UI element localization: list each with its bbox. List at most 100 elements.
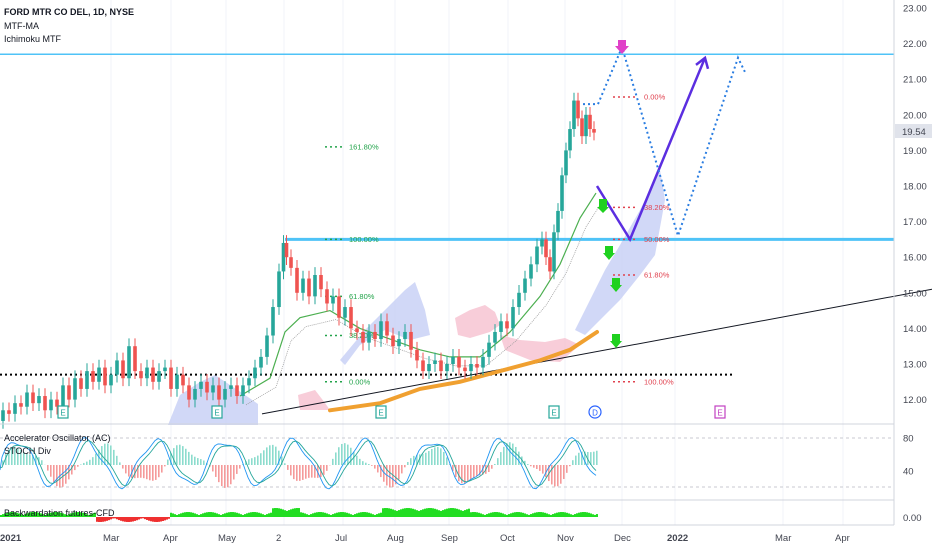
candle-body — [121, 360, 125, 379]
indicator-legend-ichimoku[interactable]: Ichimoku MTF — [4, 34, 62, 44]
cfd-bar — [104, 517, 106, 522]
ac-histogram-bar — [383, 465, 385, 482]
ac-histogram-bar — [263, 450, 265, 465]
candle-body — [481, 356, 485, 368]
ac-histogram-bar — [473, 465, 475, 478]
cfd-bar — [124, 517, 126, 522]
cfd-bar — [588, 512, 590, 517]
price-projection[interactable] — [583, 44, 746, 243]
oscillator-legend[interactable]: Accelerator Oscillator (AC) — [4, 433, 111, 443]
cfd-bar — [462, 510, 464, 517]
candle-body — [415, 349, 419, 361]
cfd-bar — [166, 517, 168, 520]
ac-histogram-bar — [110, 445, 112, 465]
price-tick-label: 15.00 — [903, 288, 927, 299]
cfd-bar — [562, 512, 564, 517]
cfd-bar — [224, 513, 226, 517]
cfd-bar — [310, 514, 312, 517]
cfd-bar — [162, 517, 164, 522]
cfd-bar — [264, 514, 266, 517]
cfd-bar — [548, 514, 550, 517]
cfd-bar — [256, 512, 258, 517]
candle-body — [199, 381, 203, 389]
ac-histogram-bar — [422, 453, 424, 465]
ac-histogram-bar — [323, 465, 325, 475]
cfd-bar — [580, 512, 582, 517]
cfd-legend[interactable]: Backwardation futures-CFD — [4, 508, 115, 518]
candle-body — [163, 367, 167, 372]
cfd-bar — [418, 510, 420, 517]
cfd-bar — [220, 514, 222, 517]
candle-body — [205, 381, 209, 393]
ac-histogram-bar — [404, 465, 406, 468]
cfd-bar — [416, 510, 418, 517]
cfd-bar — [596, 514, 598, 517]
cfd-bar — [424, 508, 426, 517]
candle-body — [433, 360, 437, 364]
ac-histogram-bar — [440, 448, 442, 465]
cfd-bar — [266, 514, 268, 517]
cfd-bar — [538, 512, 540, 517]
cfd-pane — [0, 508, 598, 522]
cfd-bar — [300, 512, 302, 517]
cfd-bar — [186, 512, 188, 517]
cfd-bar — [82, 512, 84, 517]
cfd-bar — [586, 512, 588, 517]
cfd-bar — [316, 512, 318, 517]
ac-histogram-bar — [26, 453, 28, 465]
ac-histogram-bar — [593, 451, 595, 465]
ac-histogram-bar — [578, 452, 580, 465]
cfd-bar — [232, 512, 234, 517]
ac-histogram-bar — [11, 447, 13, 465]
time-axis[interactable]: 2021 Mar Apr May 2 Jul Aug Sep Oct Nov Dec 2022 Mar A… — [0, 533, 850, 544]
price-tick-label: 12.00 — [903, 395, 927, 406]
support-resistance-levels[interactable] — [0, 53, 932, 415]
time-tick-label: Oct — [500, 533, 515, 544]
cfd-bar — [128, 517, 130, 522]
cfd-bar — [472, 512, 474, 517]
ac-histogram-bar — [497, 458, 499, 465]
ac-histogram-bar — [95, 453, 97, 465]
cfd-bar — [336, 512, 338, 517]
time-tick-label: Mar — [775, 533, 791, 544]
cfd-bar — [584, 512, 586, 517]
cfd-bar — [594, 514, 596, 517]
cfd-bar — [576, 513, 578, 517]
stoch-legend[interactable]: STOCH Div — [4, 446, 51, 456]
cfd-bar — [62, 513, 64, 517]
ac-histogram-bar — [23, 452, 25, 465]
cfd-bar — [170, 512, 172, 517]
ac-histogram-bar — [575, 455, 577, 465]
price-tick-label: 13.00 — [903, 360, 927, 371]
cfd-bar — [466, 509, 468, 517]
fib-red-label: 61.80% — [644, 271, 670, 280]
candle-body — [103, 367, 107, 386]
cfd-bar — [510, 513, 512, 517]
cfd-bar — [246, 513, 248, 517]
cfd-bar — [508, 514, 510, 517]
ac-histogram-bar — [590, 452, 592, 465]
ac-histogram-bar — [314, 465, 316, 478]
cfd-bar — [172, 513, 174, 517]
cfd-bar — [244, 514, 246, 517]
candle-body — [61, 385, 65, 407]
ma-green-line — [239, 192, 597, 397]
event-marker-label: E — [214, 409, 219, 418]
cfd-bar — [212, 512, 214, 517]
ac-histogram-bar — [335, 452, 337, 465]
price-axis[interactable]: 23.00 22.00 21.00 20.00 19.00 18.00 17.00 16.00… — [903, 4, 927, 525]
cfd-bar — [64, 514, 66, 517]
cfd-bar — [448, 508, 450, 517]
cfd-bar — [542, 512, 544, 517]
cfd-bar — [460, 510, 462, 517]
ac-histogram-bar — [362, 461, 364, 465]
ac-histogram-bar — [359, 458, 361, 465]
ac-histogram-bar — [506, 443, 508, 465]
cfd-bar — [454, 508, 456, 517]
indicator-legend-mtf-ma[interactable]: MTF-MA — [4, 21, 39, 31]
symbol-legend[interactable]: FORD MTR CO DEL, 1D, NYSE — [4, 7, 135, 17]
ac-histogram-bar — [137, 465, 139, 478]
cfd-bar — [136, 517, 138, 521]
